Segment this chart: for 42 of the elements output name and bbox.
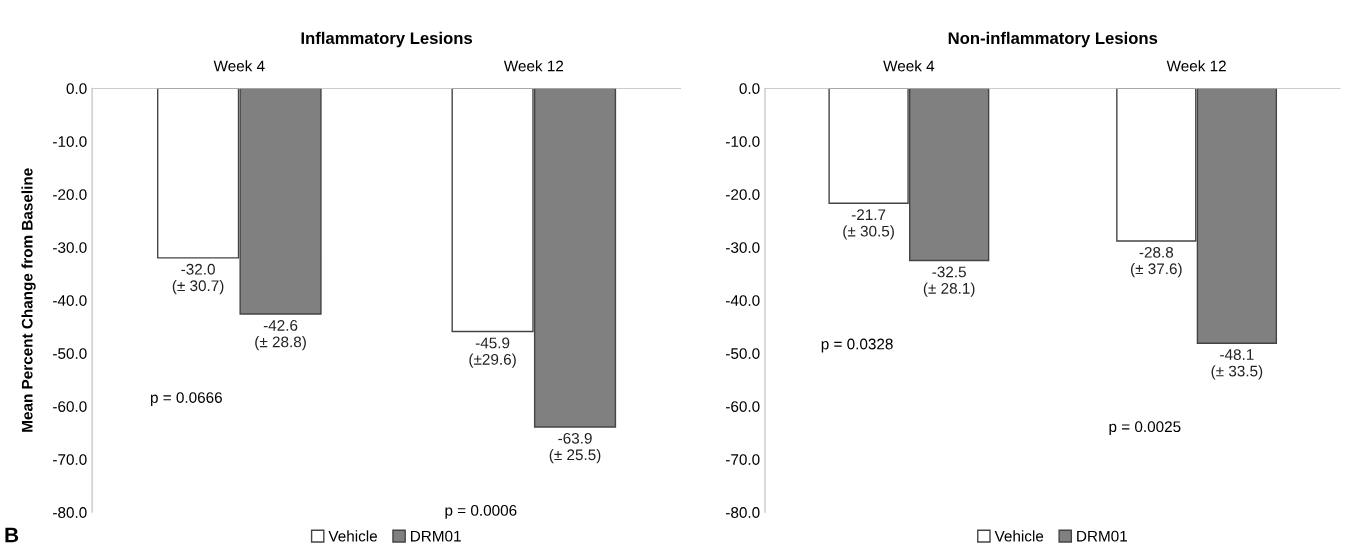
data-label: -63.9 (± 25.5) [549, 432, 601, 464]
data-label: -28.8 (± 37.6) [1131, 246, 1182, 278]
data-label: -32.5 (± 28.1) [923, 266, 975, 297]
y-tick-label: 0.0 [739, 83, 760, 95]
y-axis-title: Mean Percent Change from Baseline [21, 168, 36, 432]
y-tick-label: -30.0 [53, 242, 87, 253]
y-tick-label: -60.0 [53, 401, 87, 412]
y-tick-label: -20.0 [53, 189, 87, 200]
x-tick-label: Week 12 [503, 60, 564, 72]
text: B [5, 527, 19, 543]
y-tick-label: -50.0 [53, 348, 87, 359]
y-tick-label: -20.0 [726, 189, 760, 200]
annotation: p = 0.0666 [150, 392, 222, 406]
x-tick-label: Week 12 [1166, 60, 1226, 72]
chart-title: Non-inflammatory Lesions [948, 31, 1158, 48]
y-tick-label: -40.0 [726, 295, 760, 306]
chart-title: Inflammatory Lesions [301, 31, 473, 48]
data-label: -45.9 (±29.6) [469, 337, 516, 368]
y-tick-label: -10.0 [726, 136, 760, 147]
y-tick-label: -70.0 [726, 454, 760, 465]
y-tick-label: -80.0 [53, 507, 87, 518]
x-tick-label: Week 4 [213, 60, 265, 72]
data-label: -42.6 (± 28.8) [255, 320, 306, 351]
data-label: -21.7 (± 30.5) [843, 209, 894, 240]
legend-label: DRM01 [1077, 530, 1127, 542]
legend-label: Vehicle [994, 530, 1044, 542]
y-tick-label: -10.0 [53, 136, 87, 147]
data-label: -32.0 (± 30.7) [172, 263, 224, 295]
annotation: p = 0.0328 [821, 338, 893, 353]
y-tick-label: -30.0 [726, 242, 760, 253]
annotation: p = 0.0025 [1109, 421, 1181, 436]
legend-label: Vehicle [328, 530, 377, 542]
x-tick-label: Week 4 [883, 60, 935, 72]
y-tick-label: -40.0 [53, 295, 87, 306]
y-tick-label: -60.0 [726, 401, 760, 412]
y-tick-label: -80.0 [726, 507, 760, 518]
data-label: -48.1 (± 33.5) [1211, 349, 1263, 380]
y-tick-label: -50.0 [726, 348, 760, 359]
annotation: p = 0.0006 [445, 505, 517, 519]
y-tick-label: 0.0 [66, 83, 87, 95]
legend-label: DRM01 [411, 530, 461, 542]
y-tick-label: -70.0 [53, 454, 87, 465]
